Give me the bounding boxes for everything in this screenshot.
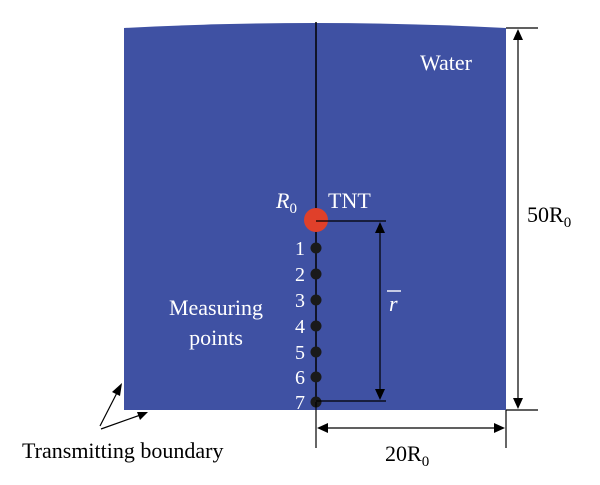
point-number-5: 5	[295, 342, 305, 364]
height-arrow-top	[513, 29, 523, 40]
r-bar-arrow-bottom	[375, 389, 385, 400]
radius-subscript: 0	[289, 201, 297, 217]
measuring-point-1	[310, 242, 322, 254]
width-arrow-right	[494, 423, 505, 433]
measuring-points	[310, 242, 322, 408]
width-sub: 0	[422, 454, 430, 470]
height-arrow-bottom	[513, 398, 523, 409]
height-coef: 50R	[527, 202, 564, 227]
point-number-4: 4	[295, 316, 305, 338]
measuring-point-2	[310, 268, 322, 280]
tnt-label: TNT	[328, 188, 371, 213]
r-bar-arrow-top	[375, 222, 385, 233]
width-arrow-left	[317, 423, 328, 433]
water-label: Water	[420, 50, 473, 75]
height-dimension	[506, 27, 538, 411]
height-label: 50R0	[527, 202, 571, 231]
radius-symbol: R	[275, 188, 290, 213]
width-label: 20R0	[385, 441, 429, 470]
point-number-2: 2	[295, 264, 305, 286]
transmitting-boundary-label: Transmitting boundary	[22, 438, 223, 463]
charge-radius-label: R0	[275, 188, 297, 217]
measuring-point-6	[310, 371, 322, 383]
measuring-point-5	[310, 346, 322, 358]
r-bar-dimension	[316, 220, 386, 402]
point-number-7: 7	[295, 392, 305, 414]
measuring-points-label-line1: Measuring	[169, 295, 263, 320]
measuring-points-label-line2: points	[189, 325, 243, 350]
measuring-point-3	[310, 294, 322, 306]
width-dimension	[315, 402, 507, 448]
r-bar-label: r	[389, 291, 398, 316]
point-number-1: 1	[295, 238, 305, 260]
pointer-arrow-bottom-edge	[137, 412, 148, 420]
width-coef: 20R	[385, 441, 422, 466]
point-number-6: 6	[295, 367, 305, 389]
tnt-charge	[304, 208, 328, 232]
point-number-3: 3	[295, 290, 305, 312]
pointer-arrow-left-edge	[112, 383, 122, 396]
measuring-point-4	[310, 320, 322, 332]
height-sub: 0	[564, 215, 572, 231]
